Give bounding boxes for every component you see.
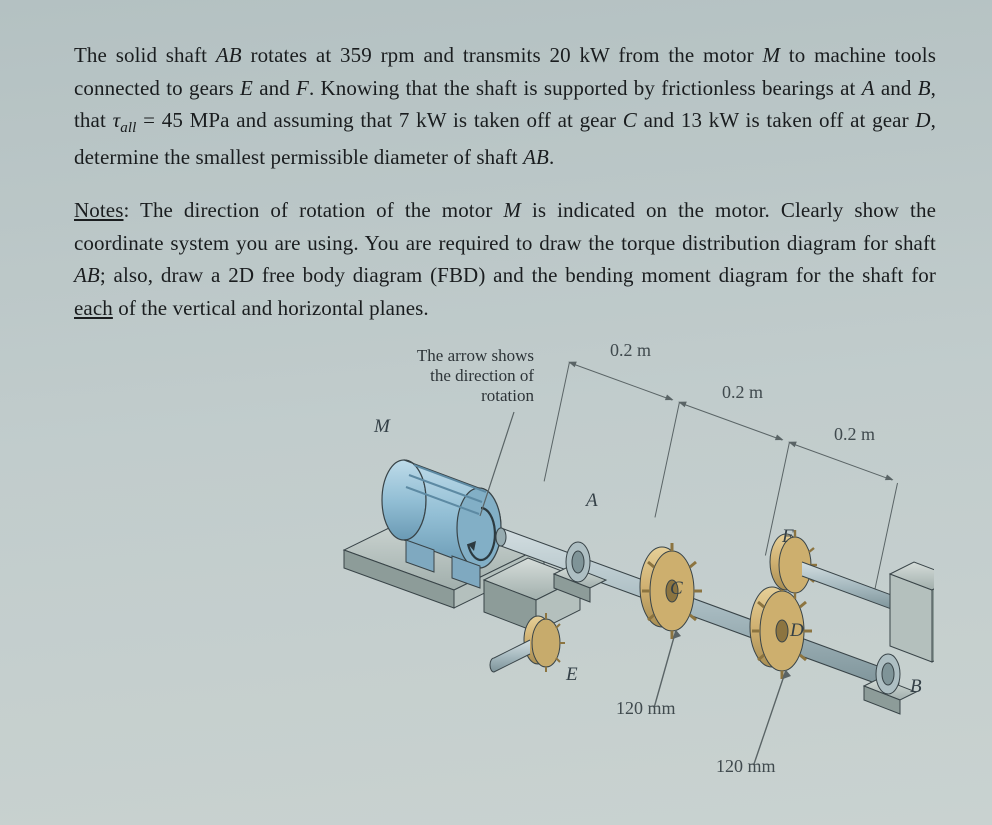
isometric-drawing (334, 340, 934, 790)
label-m: M (374, 416, 390, 438)
text: and assuming that (230, 108, 399, 132)
val-kw-c: 7 kW (399, 108, 446, 132)
text: is taken off at gear (739, 108, 915, 132)
text: and (875, 76, 918, 100)
val-kw-d: 13 kW (681, 108, 739, 132)
var-a: A (862, 76, 875, 100)
var-ab: AB (216, 43, 242, 67)
val-rpm: 359 rpm (340, 43, 415, 67)
label-e: E (566, 664, 578, 686)
label-b: B (910, 676, 922, 698)
label-f: F (782, 526, 794, 548)
text: : The direction of rotation of the motor (124, 198, 504, 222)
var-f: F (296, 76, 309, 100)
var-ab3: AB (74, 263, 100, 287)
var-tau-sub: all (120, 120, 136, 136)
text: and (637, 108, 681, 132)
text: and transmits (415, 43, 550, 67)
var-ab2: AB (523, 145, 549, 169)
val-kw-total: 20 kW (550, 43, 610, 67)
emph-each: each (74, 296, 113, 320)
figure: The arrow shows the direction of rotatio… (334, 340, 934, 790)
var-c: C (623, 108, 637, 132)
text: ; also, draw a 2D free body diagram (FBD… (100, 263, 936, 287)
dim-rc: 120 mm (616, 698, 676, 719)
text: of the vertical and horizontal planes. (113, 296, 429, 320)
dim-rd: 120 mm (716, 756, 776, 777)
text: is taken off at gear (446, 108, 622, 132)
var-e: E (240, 76, 253, 100)
var-m: M (762, 43, 780, 67)
var-b: B (918, 76, 931, 100)
label-a: A (586, 490, 598, 512)
label-c: C (670, 578, 683, 600)
text: . Knowing that the shaft is supported by… (309, 76, 862, 100)
text: . (549, 145, 554, 169)
paragraph-problem: The solid shaft AB rotates at 359 rpm an… (74, 39, 936, 173)
text: = (136, 108, 161, 132)
val-tau: 45 MPa (162, 108, 230, 132)
var-m2: M (503, 198, 521, 222)
text: rotates at (242, 43, 340, 67)
text: The solid shaft (74, 43, 216, 67)
var-d: D (915, 108, 930, 132)
label-d: D (790, 620, 804, 642)
text: and (253, 76, 296, 100)
paragraph-notes: Notes: The direction of rotation of the … (74, 194, 936, 324)
notes-heading: Notes (74, 198, 124, 222)
text: from the motor (610, 43, 763, 67)
